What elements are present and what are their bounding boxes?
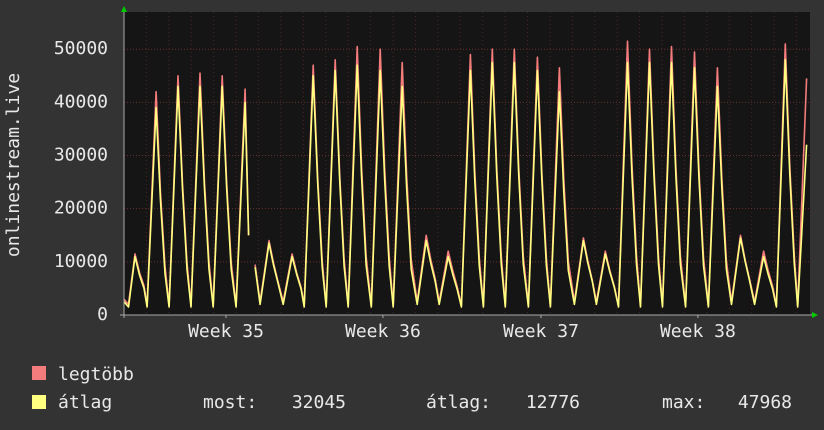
stat-value: 12776	[526, 392, 580, 413]
legend-swatch	[32, 366, 46, 380]
series-line	[123, 59, 808, 308]
legend-label: átlag	[58, 392, 112, 413]
stat-label: átlag:	[426, 392, 491, 413]
y-tick-label: 50000	[54, 38, 108, 59]
y-tick-label: 0	[97, 304, 108, 325]
x-tick-label: Week 36	[345, 321, 421, 342]
y-tick-label: 40000	[54, 91, 108, 112]
x-tick-label: Week 37	[503, 321, 579, 342]
y-axis-label: onlinestream.live	[3, 73, 24, 257]
y-tick-label: 10000	[54, 251, 108, 272]
legend-swatch	[32, 395, 46, 409]
stat-label: most:	[203, 392, 257, 413]
stat-value: 32045	[292, 392, 346, 413]
stat-label: max:	[662, 392, 705, 413]
stat-value: 47968	[738, 392, 792, 413]
x-tick-label: Week 35	[188, 321, 264, 342]
legend-label: legtöbb	[58, 364, 134, 385]
y-tick-label: 30000	[54, 145, 108, 166]
y-arrow	[121, 6, 127, 12]
x-tick-label: Week 38	[660, 321, 736, 342]
x-arrow	[812, 312, 818, 318]
y-tick-label: 20000	[54, 198, 108, 219]
